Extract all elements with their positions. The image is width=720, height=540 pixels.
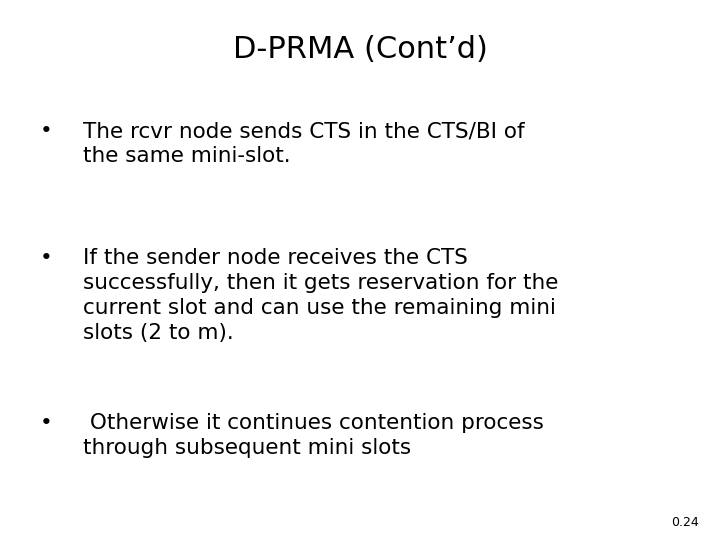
- Text: If the sender node receives the CTS
successfully, then it gets reservation for t: If the sender node receives the CTS succ…: [83, 248, 558, 343]
- Text: The rcvr node sends CTS in the CTS/BI of
the same mini-slot.: The rcvr node sends CTS in the CTS/BI of…: [83, 122, 524, 166]
- Text: Otherwise it continues contention process
through subsequent mini slots: Otherwise it continues contention proces…: [83, 413, 544, 458]
- Text: 0.24: 0.24: [670, 516, 698, 529]
- Text: D-PRMA (Cont’d): D-PRMA (Cont’d): [233, 35, 487, 64]
- Text: •: •: [40, 248, 53, 268]
- Text: •: •: [40, 122, 53, 141]
- Text: •: •: [40, 413, 53, 433]
